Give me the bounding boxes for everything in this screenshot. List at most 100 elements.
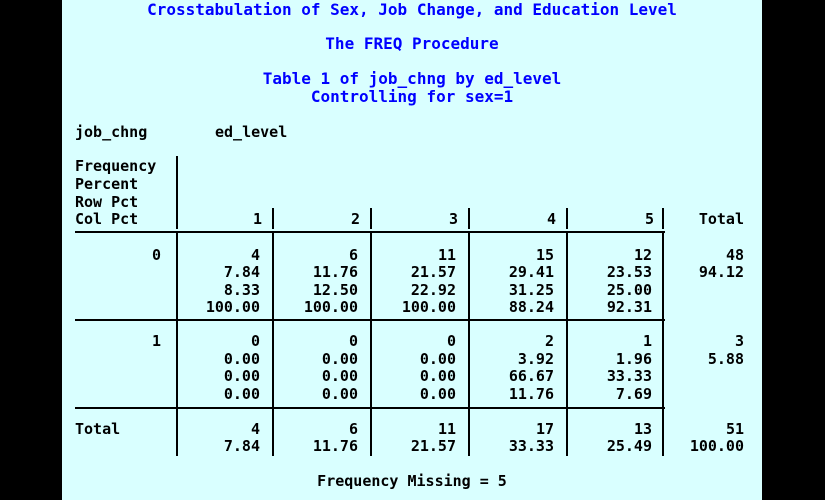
table-rule	[370, 208, 372, 229]
table-rule	[176, 156, 178, 229]
table-cell: 66.67	[508, 367, 554, 385]
table-rule	[662, 232, 664, 320]
table-cell: 25.00	[606, 281, 652, 299]
table-cell: 12.50	[312, 281, 358, 299]
table-cell: 6	[348, 246, 358, 264]
table-cell: 92.31	[606, 298, 652, 316]
procedure-title: The FREQ Procedure	[325, 34, 499, 53]
table-cell: 8.33	[223, 281, 260, 299]
table-cell: 7.84	[223, 437, 260, 455]
frequency-missing-note: Frequency Missing = 5	[317, 472, 507, 490]
table-cell: 29.41	[508, 263, 554, 281]
output-page: Crosstabulation of Sex, Job Change, and …	[62, 0, 762, 500]
table-rule	[75, 231, 665, 233]
table-cell: 17	[535, 420, 554, 438]
table-cell: 33.33	[606, 367, 652, 385]
table-title: Table 1 of job_chng by ed_level	[262, 69, 562, 88]
table-rule	[566, 208, 568, 229]
table-cell: 0	[446, 332, 456, 350]
column-variable-name: ed_level	[215, 123, 288, 141]
row-label-1: 1	[151, 332, 161, 350]
column-header-1: 1	[252, 210, 262, 228]
table-cell: 51	[725, 420, 744, 438]
row-variable-name: job_chng	[75, 123, 148, 141]
table-rule	[662, 408, 664, 456]
table-rule	[176, 320, 178, 408]
table-cell: 0.00	[419, 367, 456, 385]
table-cell: 33.33	[508, 437, 554, 455]
table-rule	[566, 408, 568, 456]
row-label-total: Total	[75, 420, 121, 438]
table-rule	[468, 208, 470, 229]
table-cell: 94.12	[698, 263, 744, 281]
table-rule	[468, 408, 470, 456]
table-rule	[468, 232, 470, 320]
table-cell: 3.92	[517, 350, 554, 368]
table-rule	[662, 208, 664, 229]
table-cell: 0.00	[419, 385, 456, 403]
table-cell: 0.00	[321, 350, 358, 368]
table-cell: 11	[437, 246, 456, 264]
column-header-3: 3	[448, 210, 458, 228]
table-rule	[272, 232, 274, 320]
table-cell: 11.76	[312, 263, 358, 281]
table-cell: 4	[250, 420, 260, 438]
column-header-4: 4	[546, 210, 556, 228]
stat-label-percent: Percent	[75, 175, 139, 193]
table-cell: 48	[725, 246, 744, 264]
table-cell: 100.00	[205, 298, 260, 316]
table-cell: 22.92	[410, 281, 456, 299]
table-cell: 25.49	[606, 437, 652, 455]
table-cell: 0.00	[321, 367, 358, 385]
table-cell: 11	[437, 420, 456, 438]
table-cell: 0	[250, 332, 260, 350]
table-rule	[566, 320, 568, 408]
column-header-total: Total	[698, 210, 744, 228]
table-cell: 15	[535, 246, 554, 264]
table-rule	[370, 408, 372, 456]
table-rule	[370, 232, 372, 320]
main-title: Crosstabulation of Sex, Job Change, and …	[147, 0, 677, 19]
table-cell: 100.00	[303, 298, 358, 316]
table-rule	[176, 232, 178, 320]
row-label-0: 0	[151, 246, 161, 264]
stat-label-row-pct: Row Pct	[75, 193, 139, 211]
column-header-2: 2	[350, 210, 360, 228]
table-cell: 88.24	[508, 298, 554, 316]
table-rule	[272, 208, 274, 229]
table-rule	[176, 408, 178, 456]
table-cell: 100.00	[689, 437, 744, 455]
table-rule	[662, 320, 664, 408]
table-cell: 7.69	[615, 385, 652, 403]
table-cell: 0.00	[223, 350, 260, 368]
table-cell: 1.96	[615, 350, 652, 368]
stat-label-frequency: Frequency	[75, 157, 157, 175]
table-cell: 6	[348, 420, 358, 438]
table-cell: 0.00	[321, 385, 358, 403]
table-rule	[468, 320, 470, 408]
controlling-title: Controlling for sex=1	[310, 87, 514, 106]
table-cell: 0	[348, 332, 358, 350]
table-cell: 13	[633, 420, 652, 438]
table-cell: 31.25	[508, 281, 554, 299]
table-cell: 0.00	[419, 350, 456, 368]
table-rule	[370, 320, 372, 408]
table-cell: 7.84	[223, 263, 260, 281]
table-rule	[566, 232, 568, 320]
table-cell: 11.76	[312, 437, 358, 455]
table-cell: 21.57	[410, 437, 456, 455]
column-header-5: 5	[644, 210, 654, 228]
table-cell: 4	[250, 246, 260, 264]
table-rule	[272, 408, 274, 456]
table-cell: 0.00	[223, 367, 260, 385]
table-rule	[272, 320, 274, 408]
table-cell: 1	[642, 332, 652, 350]
table-rule	[75, 407, 665, 409]
table-cell: 5.88	[707, 350, 744, 368]
table-cell: 3	[734, 332, 744, 350]
stat-label-col-pct: Col Pct	[75, 210, 139, 228]
table-cell: 2	[544, 332, 554, 350]
table-cell: 11.76	[508, 385, 554, 403]
table-rule	[75, 319, 665, 321]
table-cell: 100.00	[401, 298, 456, 316]
